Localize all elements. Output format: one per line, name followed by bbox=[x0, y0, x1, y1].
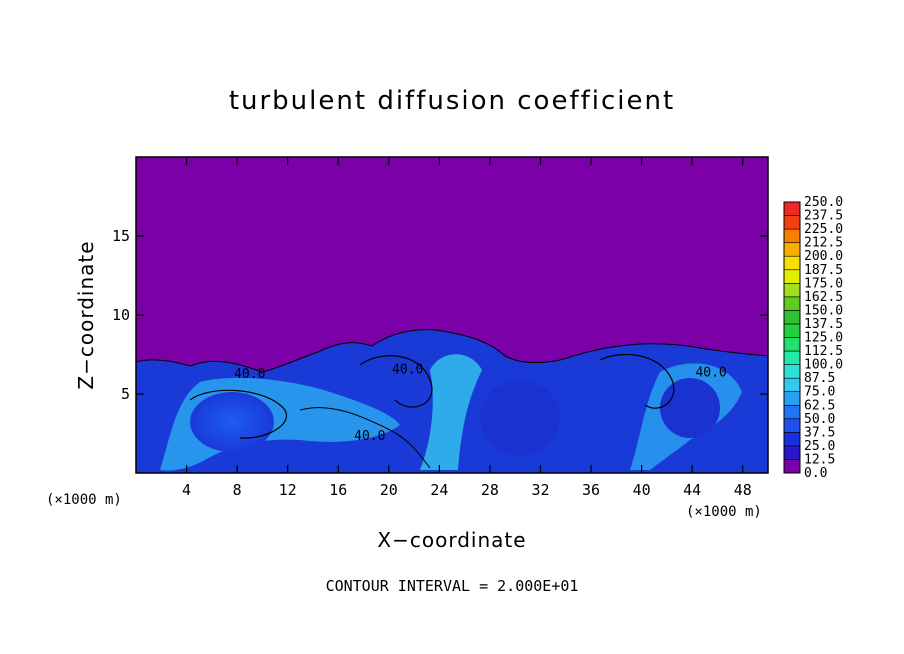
colorbar-frame bbox=[783, 201, 801, 474]
x-tick-label: 28 bbox=[481, 481, 499, 499]
dark-blob-right bbox=[660, 378, 720, 438]
swirl-1 bbox=[359, 355, 433, 408]
y-tick-label: 15 bbox=[112, 227, 130, 245]
dark-blob-left bbox=[190, 392, 274, 452]
colorbar-swatch bbox=[783, 364, 801, 379]
x-tick-label: 20 bbox=[380, 481, 398, 499]
contour-label: 40.0 bbox=[234, 367, 265, 382]
colorbar-level-label: 162.5 bbox=[804, 290, 843, 305]
y-tick-label: 10 bbox=[112, 306, 130, 324]
x-tick-label: 44 bbox=[683, 481, 701, 499]
colorbar-swatch bbox=[783, 391, 801, 406]
colorbar-swatch bbox=[783, 459, 801, 474]
colorbar-level-label: 225.0 bbox=[804, 222, 843, 237]
colorbar-level-label: 250.0 bbox=[804, 195, 843, 210]
colorbar: 0.012.525.037.550.062.575.087.5100.0112.… bbox=[783, 195, 843, 481]
colorbar-level-label: 50.0 bbox=[804, 412, 835, 427]
colorbar-swatch bbox=[783, 445, 801, 460]
cyan-column bbox=[420, 354, 482, 470]
y-axis-label: Z−coordinate bbox=[74, 240, 98, 390]
colorbar-level-label: 25.0 bbox=[804, 439, 835, 454]
contour-interval-note: CONTOUR INTERVAL = 2.000E+01 bbox=[325, 577, 579, 595]
colorbar-swatch bbox=[783, 228, 801, 243]
x-tick-label: 32 bbox=[531, 481, 549, 499]
colorbar-swatch bbox=[783, 296, 801, 311]
colorbar-level-label: 100.0 bbox=[804, 358, 843, 373]
x-tick-label: 12 bbox=[279, 481, 297, 499]
colorbar-swatch bbox=[783, 310, 801, 325]
y-tick-label: 5 bbox=[121, 385, 130, 403]
dark-blob-center bbox=[480, 380, 560, 456]
swirl-4 bbox=[299, 407, 431, 469]
plot-field bbox=[136, 157, 768, 473]
colorbar-level-label: 200.0 bbox=[804, 249, 843, 264]
colorbar-level-label: 87.5 bbox=[804, 371, 835, 386]
chart-title: turbulent diffusion coefficient bbox=[228, 86, 676, 116]
contour-label: 40.0 bbox=[354, 429, 385, 444]
colorbar-level-label: 137.5 bbox=[804, 317, 843, 332]
colorbar-level-label: 212.5 bbox=[804, 236, 843, 251]
colorbar-level-label: 237.5 bbox=[804, 209, 843, 224]
contour-label: 40.0 bbox=[695, 366, 726, 381]
colorbar-swatch bbox=[783, 350, 801, 365]
colorbar-swatch bbox=[783, 201, 801, 216]
x-unit-left: (×1000 m) bbox=[46, 492, 122, 508]
colorbar-swatch bbox=[783, 242, 801, 257]
colorbar-level-label: 175.0 bbox=[804, 276, 843, 291]
colorbar-swatch bbox=[783, 337, 801, 352]
contour-labels: 40.0 40.0 40.0 40.0 bbox=[234, 362, 727, 443]
colorbar-level-label: 12.5 bbox=[804, 452, 835, 467]
colorbar-level-label: 150.0 bbox=[804, 303, 843, 318]
contour-label: 40.0 bbox=[392, 362, 423, 377]
colorbar-swatch bbox=[783, 432, 801, 447]
x-tick-label: 48 bbox=[734, 481, 752, 499]
colorbar-swatch bbox=[783, 418, 801, 433]
x-tick-label: 24 bbox=[430, 481, 448, 499]
colorbar-level-label: 37.5 bbox=[804, 425, 835, 440]
x-tick-label: 8 bbox=[233, 481, 242, 499]
colorbar-swatch bbox=[783, 377, 801, 392]
x-tick-label: 4 bbox=[182, 481, 191, 499]
colorbar-level-label: 75.0 bbox=[804, 385, 835, 400]
colorbar-swatch bbox=[783, 255, 801, 271]
x-tick-label: 16 bbox=[329, 481, 347, 499]
x-tick-label: 40 bbox=[633, 481, 651, 499]
x-axis-label: X−coordinate bbox=[377, 528, 527, 552]
colorbar-level-label: 112.5 bbox=[804, 344, 843, 359]
colorbar-level-label: 125.0 bbox=[804, 331, 843, 346]
colorbar-swatch bbox=[783, 404, 801, 420]
x-tick-label: 36 bbox=[582, 481, 600, 499]
colorbar-swatch bbox=[783, 282, 801, 298]
x-unit-right: (×1000 m) bbox=[686, 504, 762, 520]
colorbar-swatch bbox=[783, 215, 801, 230]
colorbar-swatch bbox=[783, 269, 801, 284]
colorbar-level-label: 0.0 bbox=[804, 466, 827, 481]
swirl-2 bbox=[599, 354, 675, 409]
colorbar-level-label: 62.5 bbox=[804, 398, 835, 413]
colorbar-swatch bbox=[783, 323, 801, 338]
colorbar-level-label: 187.5 bbox=[804, 263, 843, 278]
swirl-3 bbox=[189, 389, 287, 439]
